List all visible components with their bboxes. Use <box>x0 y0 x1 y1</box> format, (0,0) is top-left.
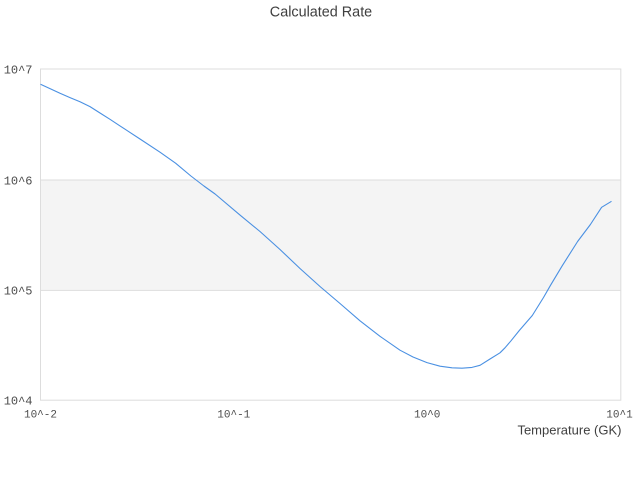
svg-text:10^1: 10^1 <box>606 410 633 422</box>
svg-text:Temperature (GK): Temperature (GK) <box>517 422 621 437</box>
svg-text:Calculated Rate: Calculated Rate <box>270 4 372 20</box>
svg-text:10^0: 10^0 <box>414 410 440 422</box>
svg-text:10^6: 10^6 <box>4 174 33 188</box>
svg-text:10^-1: 10^-1 <box>217 410 250 422</box>
svg-text:10^4: 10^4 <box>4 394 33 408</box>
svg-text:10^5: 10^5 <box>4 285 33 299</box>
svg-text:10^-2: 10^-2 <box>24 410 57 422</box>
svg-text:10^7: 10^7 <box>4 63 33 77</box>
